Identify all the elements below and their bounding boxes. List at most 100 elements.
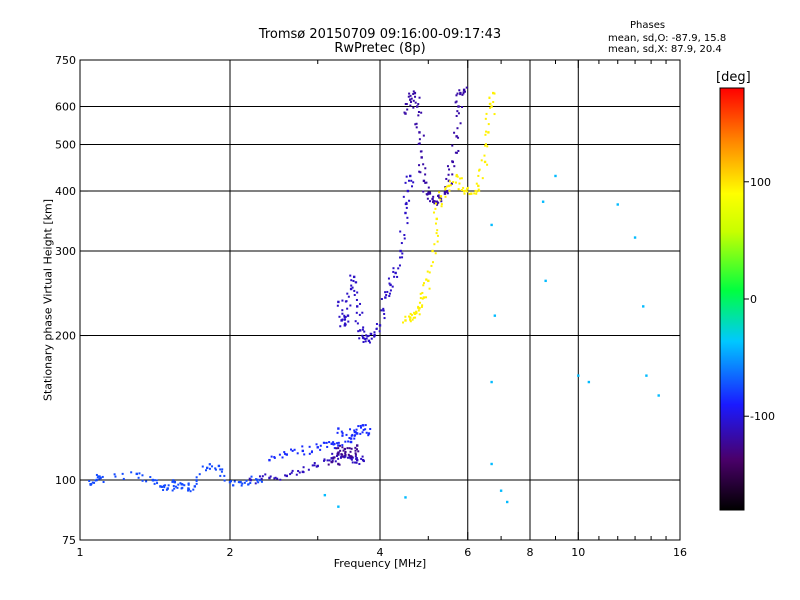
- data-point: [362, 340, 365, 343]
- series-o-mode-f1-trace: [336, 174, 415, 344]
- data-point: [388, 295, 391, 298]
- data-point: [456, 110, 459, 113]
- data-point: [436, 229, 439, 232]
- data-point: [426, 270, 429, 273]
- data-point: [475, 192, 478, 195]
- data-point: [406, 222, 409, 225]
- data-point: [361, 328, 364, 331]
- data-point: [484, 117, 487, 120]
- data-point: [365, 337, 368, 340]
- data-point: [375, 327, 378, 330]
- data-point: [460, 188, 463, 191]
- data-point: [412, 99, 415, 102]
- x-tick-label: 8: [527, 546, 534, 559]
- data-point: [297, 470, 300, 473]
- data-point: [179, 482, 182, 485]
- data-point: [278, 453, 281, 456]
- data-point: [95, 473, 98, 476]
- data-point: [301, 449, 305, 453]
- data-point: [335, 447, 338, 450]
- data-point: [409, 318, 412, 321]
- data-point: [355, 457, 358, 460]
- data-point: [332, 456, 335, 459]
- data-point: [417, 110, 420, 113]
- data-point: [345, 300, 348, 303]
- data-point: [357, 450, 360, 453]
- data-point: [394, 271, 397, 275]
- data-point: [172, 480, 175, 483]
- data-point: [96, 476, 99, 479]
- data-point: [163, 486, 166, 489]
- data-point: [204, 469, 207, 472]
- data-point: [231, 484, 234, 487]
- data-point: [243, 481, 246, 484]
- data-point: [307, 468, 310, 471]
- data-point: [448, 189, 451, 192]
- data-point: [361, 431, 364, 434]
- colorbar-ticks: 100 0 -100: [744, 176, 775, 423]
- data-point: [425, 278, 428, 281]
- data-point: [435, 200, 438, 203]
- data-point: [436, 203, 439, 206]
- data-point: [217, 464, 221, 468]
- data-point: [463, 192, 466, 195]
- data-point: [412, 106, 415, 109]
- data-point: [181, 483, 184, 486]
- data-point: [447, 173, 450, 176]
- data-point: [339, 449, 342, 452]
- data-point: [434, 252, 437, 255]
- data-point: [308, 452, 311, 455]
- data-point: [451, 160, 454, 163]
- data-point: [336, 304, 339, 307]
- data-point: [391, 285, 394, 288]
- x-axis-label: Frequency [MHz]: [333, 557, 427, 570]
- data-point: [341, 318, 344, 321]
- data-point: [357, 425, 360, 428]
- data-point: [365, 431, 368, 434]
- data-point: [375, 322, 378, 325]
- data-point: [264, 473, 267, 476]
- data-point: [289, 473, 292, 476]
- data-point: [173, 481, 176, 484]
- data-point: [382, 309, 385, 312]
- data-point: [452, 180, 455, 183]
- colorbar-tick-label: 100: [750, 176, 771, 189]
- data-point: [412, 92, 415, 95]
- data-point: [457, 149, 460, 152]
- data-point: [449, 184, 452, 187]
- data-point: [417, 103, 420, 106]
- data-point: [421, 304, 424, 307]
- data-point: [455, 114, 458, 117]
- data-point: [155, 479, 158, 482]
- data-point: [176, 486, 179, 489]
- data-point: [369, 428, 372, 431]
- data-point: [319, 444, 322, 447]
- data-point: [439, 195, 443, 198]
- data-point: [311, 464, 314, 467]
- data-point: [455, 100, 458, 103]
- data-point: [399, 256, 402, 259]
- data-point: [465, 189, 468, 192]
- data-point: [403, 234, 406, 237]
- data-point: [454, 181, 457, 184]
- data-point: [417, 142, 420, 145]
- data-point: [458, 182, 461, 185]
- data-point: [349, 450, 352, 453]
- data-point: [367, 434, 370, 437]
- data-point: [367, 339, 371, 343]
- data-point: [88, 479, 91, 482]
- data-point: [334, 460, 337, 463]
- data-point: [554, 174, 557, 178]
- data-point: [293, 448, 296, 451]
- data-point: [477, 174, 480, 177]
- x-tick-label: 6: [464, 546, 471, 559]
- data-point: [230, 480, 233, 483]
- data-point: [344, 452, 347, 455]
- data-point: [355, 444, 359, 447]
- data-point: [344, 322, 347, 325]
- data-point: [344, 440, 347, 443]
- data-point: [352, 279, 355, 282]
- data-point: [444, 186, 447, 189]
- data-point: [152, 479, 155, 482]
- series-o-mode-e-region-trace: [88, 463, 263, 493]
